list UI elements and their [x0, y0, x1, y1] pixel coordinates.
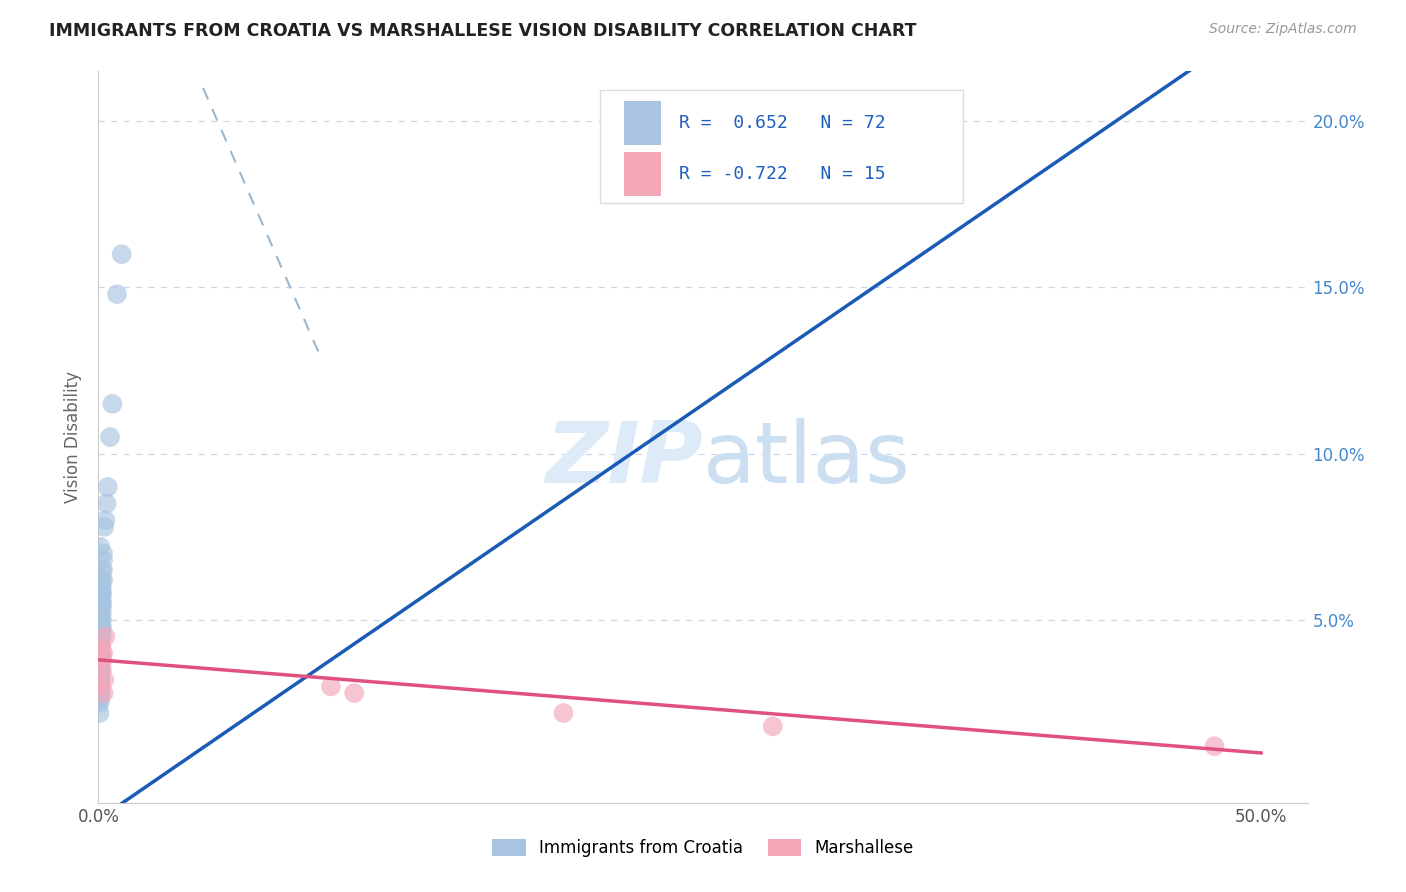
Point: [93, 673, 115, 687]
Point: [90, 607, 112, 621]
Point: [89, 653, 111, 667]
Point: [90, 640, 112, 654]
Point: [553, 706, 575, 720]
Point: [90, 626, 112, 640]
Point: [90, 653, 112, 667]
Point: [91, 573, 114, 587]
Point: [93, 686, 115, 700]
Point: [90, 599, 112, 614]
Point: [91, 646, 114, 660]
Point: [90, 619, 112, 633]
Point: [89, 630, 111, 644]
Point: [89, 690, 111, 704]
Point: [89, 680, 111, 694]
Point: [89, 653, 111, 667]
Point: [90, 680, 112, 694]
Point: [90, 640, 112, 654]
Point: [89, 646, 111, 660]
Point: [89, 680, 111, 694]
Point: [90, 673, 112, 687]
Point: [89, 663, 111, 677]
Point: [90, 640, 112, 654]
Point: [91, 546, 114, 560]
Point: [96, 497, 118, 511]
Point: [89, 653, 111, 667]
Point: [90, 586, 112, 600]
FancyBboxPatch shape: [624, 152, 661, 195]
Point: [90, 596, 112, 610]
Point: [89, 680, 111, 694]
Point: [89, 659, 111, 673]
Point: [111, 247, 134, 261]
Text: R = -0.722   N = 15: R = -0.722 N = 15: [679, 165, 886, 183]
Point: [1204, 739, 1226, 754]
Point: [89, 640, 111, 654]
Point: [89, 686, 111, 700]
Point: [89, 706, 111, 720]
Point: [89, 692, 111, 706]
Point: [90, 586, 112, 600]
Point: [89, 696, 111, 710]
Point: [90, 663, 112, 677]
Point: [89, 666, 111, 681]
Point: [90, 613, 112, 627]
Point: [90, 573, 112, 587]
Point: [89, 659, 111, 673]
Point: [90, 626, 112, 640]
Y-axis label: Vision Disability: Vision Disability: [65, 371, 83, 503]
Point: [105, 287, 128, 301]
Point: [89, 646, 111, 660]
Point: [89, 673, 111, 687]
Point: [98, 430, 121, 444]
Point: [90, 646, 112, 660]
Point: [89, 686, 111, 700]
FancyBboxPatch shape: [600, 90, 963, 203]
Text: Source: ZipAtlas.com: Source: ZipAtlas.com: [1209, 22, 1357, 37]
Point: [89, 596, 111, 610]
Point: [90, 619, 112, 633]
Text: atlas: atlas: [703, 417, 911, 500]
Text: IMMIGRANTS FROM CROATIA VS MARSHALLESE VISION DISABILITY CORRELATION CHART: IMMIGRANTS FROM CROATIA VS MARSHALLESE V…: [49, 22, 917, 40]
Point: [90, 663, 112, 677]
Point: [90, 646, 112, 660]
Point: [90, 630, 112, 644]
Point: [89, 669, 111, 683]
Point: [91, 553, 114, 567]
Text: ZIP: ZIP: [546, 417, 703, 500]
Point: [89, 540, 111, 554]
Point: [90, 613, 112, 627]
Point: [90, 596, 112, 610]
Point: [90, 607, 112, 621]
Point: [343, 686, 366, 700]
Point: [90, 580, 112, 594]
Point: [91, 653, 114, 667]
Point: [97, 480, 120, 494]
Point: [90, 632, 112, 647]
Point: [89, 646, 111, 660]
Point: [90, 619, 112, 633]
Point: [94, 513, 117, 527]
Point: [89, 686, 111, 700]
Point: [89, 673, 111, 687]
Point: [101, 397, 124, 411]
Point: [90, 640, 112, 654]
Point: [94, 630, 117, 644]
Text: R =  0.652   N = 72: R = 0.652 N = 72: [679, 113, 886, 131]
Point: [90, 586, 112, 600]
Point: [90, 632, 112, 647]
FancyBboxPatch shape: [624, 101, 661, 145]
Point: [319, 680, 342, 694]
Point: [89, 640, 111, 654]
Point: [90, 646, 112, 660]
Point: [90, 593, 112, 607]
Legend: Immigrants from Croatia, Marshallese: Immigrants from Croatia, Marshallese: [485, 832, 921, 864]
Point: [93, 520, 115, 534]
Point: [90, 613, 112, 627]
Point: [89, 653, 111, 667]
Point: [91, 563, 114, 577]
Point: [90, 580, 112, 594]
Point: [762, 719, 785, 733]
Point: [90, 563, 112, 577]
